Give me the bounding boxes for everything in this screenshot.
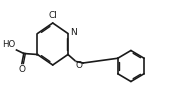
- Text: HO: HO: [2, 40, 16, 49]
- Text: N: N: [70, 28, 77, 37]
- Text: O: O: [19, 65, 26, 74]
- Text: O: O: [75, 61, 82, 70]
- Text: Cl: Cl: [48, 11, 57, 20]
